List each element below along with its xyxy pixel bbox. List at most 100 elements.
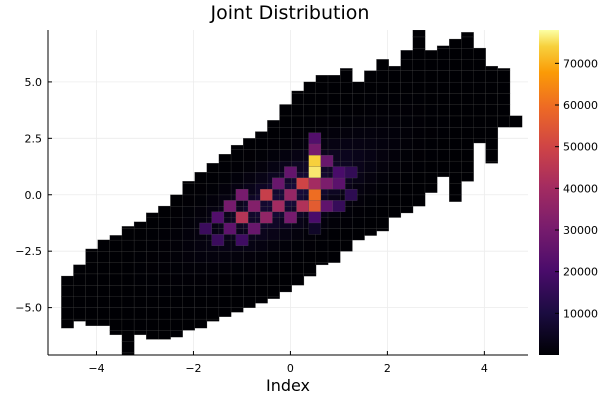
heatmap-cell — [400, 160, 414, 173]
heatmap-cell — [170, 228, 183, 241]
heatmap-cell — [291, 90, 305, 94]
heatmap-hot-cell — [199, 222, 212, 235]
heatmap-cell — [376, 138, 389, 150]
heatmap-hot-cell — [235, 234, 249, 246]
heatmap-cell — [218, 262, 232, 275]
heatmap-cell — [206, 163, 220, 173]
heatmap-cell — [376, 104, 389, 117]
heatmap-cell — [182, 307, 195, 320]
plot-frame — [47, 30, 528, 356]
heatmap-cell — [388, 172, 402, 184]
heatmap-cell — [436, 172, 450, 178]
heatmap-cell — [243, 251, 256, 263]
heatmap-cell — [291, 104, 305, 117]
colorbar-ticks: 10000 20000 30000 40000 50000 60000 70000 — [555, 57, 598, 320]
heatmap-cell — [485, 65, 499, 71]
heatmap-cell — [267, 296, 280, 299]
heatmap-cell — [85, 296, 99, 308]
heatmap-cell — [424, 149, 438, 162]
heatmap-cell — [97, 284, 111, 297]
colorbar-tick-label: 70000 — [563, 57, 598, 70]
heatmap-cell — [315, 93, 329, 105]
heatmap-cell — [255, 273, 268, 286]
heatmap-cell — [206, 318, 220, 322]
heatmap-cell — [146, 251, 159, 263]
heatmap-cell — [424, 160, 438, 173]
heatmap-cell — [412, 183, 426, 196]
heatmap-cell — [243, 262, 256, 275]
heatmap-cell — [279, 228, 292, 241]
x-tick-label: −4 — [88, 362, 104, 375]
heatmap-cell — [376, 115, 389, 128]
heatmap-cell — [485, 93, 499, 105]
heatmap-cell — [303, 262, 317, 275]
heatmap-cell — [339, 138, 353, 150]
heatmap-cell — [182, 318, 195, 331]
heatmap-hot-cell — [223, 200, 237, 213]
heatmap-cell — [436, 126, 450, 139]
heatmap-cell — [497, 104, 511, 117]
heatmap-cell — [243, 149, 256, 162]
heatmap-cell — [364, 104, 377, 117]
heatmap-cell — [109, 307, 123, 320]
heatmap-cell — [412, 81, 426, 94]
heatmap-cell — [327, 217, 341, 229]
heatmap-cell — [303, 115, 317, 128]
heatmap-cell — [97, 239, 111, 252]
heatmap-cell — [194, 273, 208, 286]
heatmap-cell — [473, 115, 486, 128]
heatmap-cell — [218, 154, 232, 162]
heatmap-cell — [206, 194, 220, 207]
heatmap-cell — [230, 307, 244, 313]
heatmap-cell — [327, 75, 341, 83]
heatmap-cell — [170, 205, 183, 218]
heatmap-cell — [218, 284, 232, 297]
heatmap-hot-cell — [344, 188, 358, 201]
heatmap-cell — [449, 138, 462, 150]
chart-title: Joint Distribution — [210, 2, 370, 24]
heatmap-cell — [436, 45, 450, 49]
heatmap-cell — [194, 172, 208, 184]
heatmap-cell — [133, 318, 147, 331]
heatmap-cell — [267, 138, 280, 150]
heatmap-cell — [206, 183, 220, 196]
heatmap-cell — [255, 296, 268, 304]
heatmap-cell — [121, 318, 135, 331]
heatmap-hot-cell — [308, 222, 322, 235]
heatmap-cell — [97, 296, 111, 308]
heatmap-cell — [327, 251, 341, 263]
heatmap-cell — [255, 239, 268, 252]
heatmap-cell — [436, 59, 450, 71]
heatmap-cell — [218, 307, 232, 317]
heatmap-cell — [436, 93, 450, 105]
heatmap-cell — [497, 81, 511, 94]
heatmap-cell — [400, 104, 414, 117]
heatmap-cell — [436, 81, 450, 94]
heatmap-hot-cell — [296, 177, 309, 190]
heatmap-cell — [315, 262, 329, 266]
heatmap-cell — [243, 160, 256, 173]
heatmap-cell — [182, 262, 195, 275]
heatmap-cell — [61, 307, 74, 320]
heatmap-hot-cell — [332, 177, 346, 190]
heatmap-cell — [376, 160, 389, 173]
heatmap-cell — [424, 93, 438, 105]
heatmap-cell — [485, 138, 499, 150]
heatmap-cell — [206, 284, 220, 297]
heatmap-cell — [436, 70, 450, 83]
heatmap-cell — [279, 262, 292, 275]
heatmap-cell — [291, 115, 305, 128]
heatmap-cell — [218, 160, 232, 173]
heatmap-cell — [146, 228, 159, 241]
y-tick-label: −5.0 — [15, 302, 42, 315]
heatmap-cell — [85, 262, 99, 275]
heatmap-cell — [388, 205, 402, 218]
heatmap-cell — [400, 183, 414, 196]
heatmap-cell — [133, 262, 147, 275]
heatmap-cell — [473, 104, 486, 117]
heatmap-cell — [339, 81, 353, 94]
heatmap-hot-cell — [211, 211, 225, 224]
heatmap-cell — [327, 81, 341, 94]
heatmap-cell — [255, 131, 268, 139]
heatmap-cell — [170, 296, 183, 308]
